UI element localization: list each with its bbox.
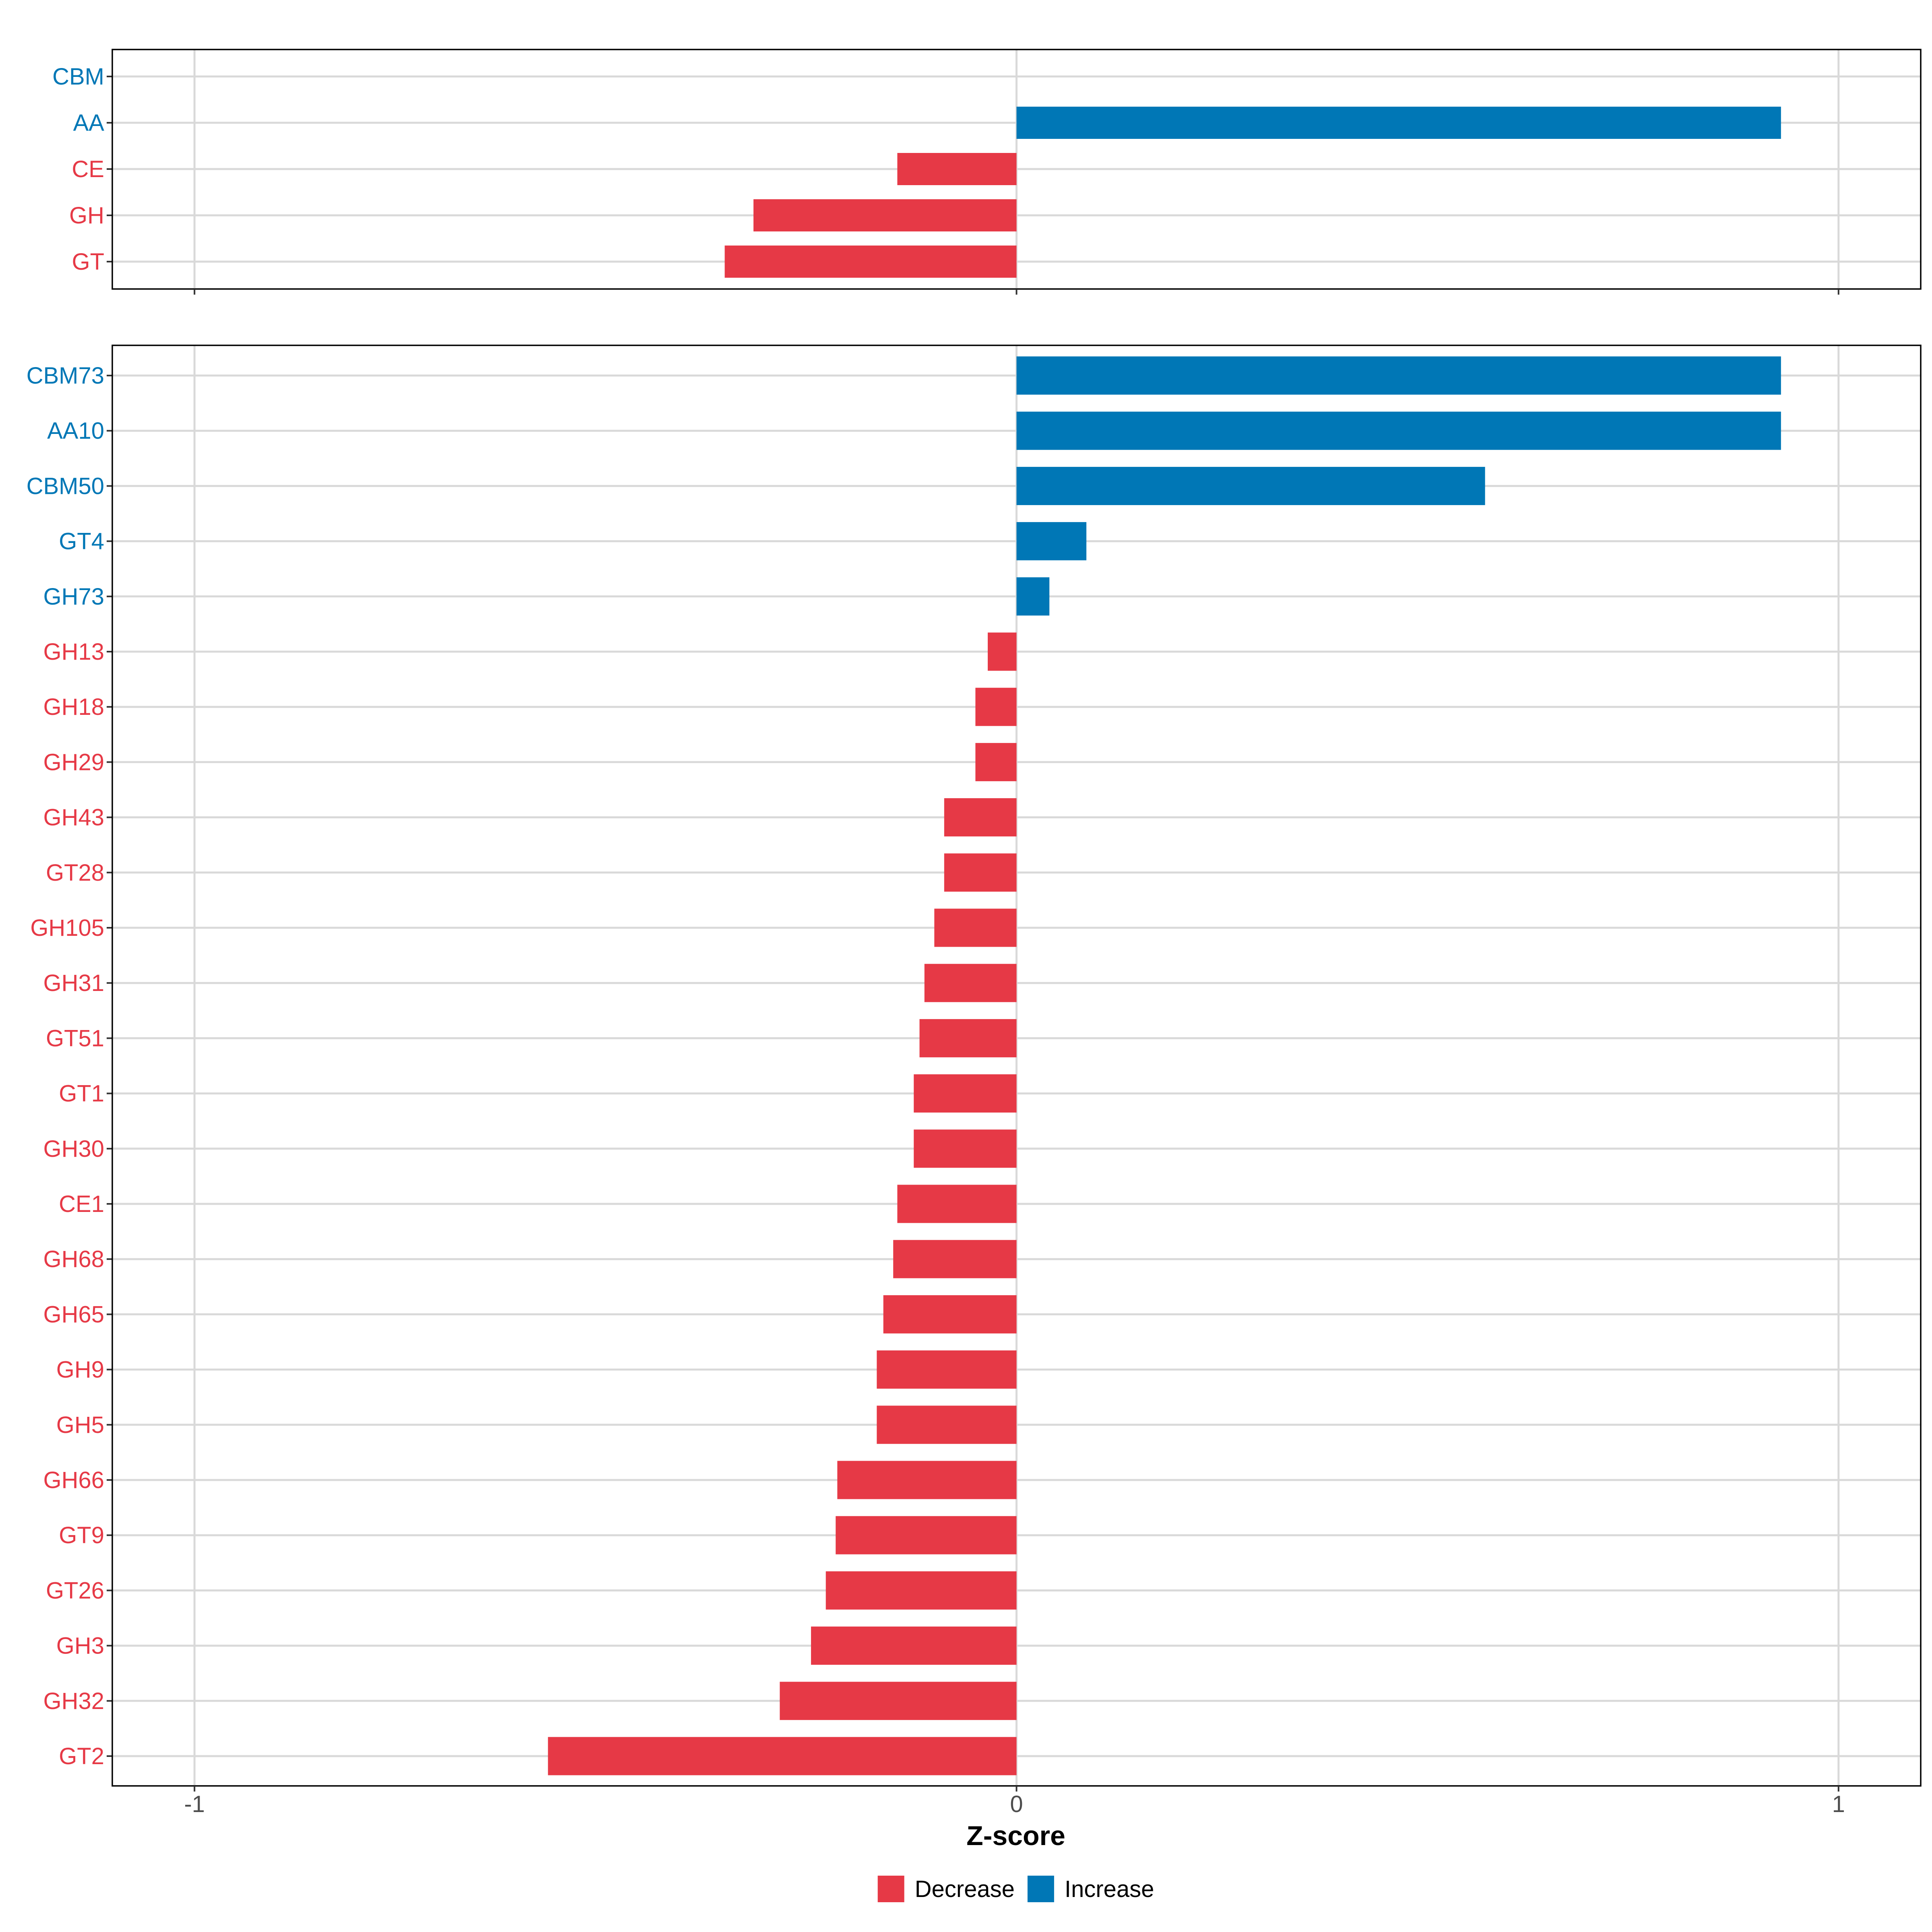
bar-gh18	[975, 687, 1017, 726]
legend-label-decrease: Decrease	[915, 1876, 1015, 1902]
category-label-gh29: GH29	[43, 749, 104, 775]
bar-ce	[897, 153, 1017, 185]
category-label-gh5: GH5	[56, 1412, 104, 1438]
bar-gt51	[919, 1019, 1017, 1057]
category-label-gh9: GH9	[56, 1357, 104, 1383]
bar-gh5	[877, 1406, 1017, 1444]
category-label-ce1: CE1	[59, 1191, 104, 1217]
category-label-gh73: GH73	[43, 584, 104, 610]
bar-gh31	[924, 964, 1017, 1002]
category-label-ce: CE	[72, 156, 104, 182]
bar-gh3	[811, 1627, 1017, 1665]
bar-gt28	[944, 853, 1017, 892]
category-label-gh31: GH31	[43, 970, 104, 996]
legend: Decrease Increase	[877, 1876, 1154, 1902]
bar-gh73	[1016, 577, 1050, 616]
bar-gt26	[826, 1571, 1017, 1610]
bar-aa10	[1016, 411, 1781, 450]
bar-gt4	[1016, 522, 1087, 561]
category-label-gt26: GT26	[46, 1577, 104, 1604]
category-label-gh68: GH68	[43, 1246, 104, 1272]
category-label-gh30: GH30	[43, 1136, 104, 1162]
bar-gt1	[914, 1074, 1017, 1113]
category-label-gt: GT	[72, 249, 104, 275]
category-label-gt4: GT4	[59, 528, 104, 555]
category-label-cbm: CBM	[52, 64, 104, 90]
category-label-gh66: GH66	[43, 1467, 104, 1493]
bar-cbm50	[1016, 466, 1485, 505]
bar-gh105	[934, 908, 1017, 947]
category-label-gh105: GH105	[30, 915, 104, 941]
x-axis: -1 0 1	[184, 1791, 1845, 1817]
bar-gh68	[893, 1240, 1017, 1278]
category-label-gt1: GT1	[59, 1081, 104, 1107]
bar-gt	[724, 246, 1017, 278]
bar-gh13	[988, 632, 1017, 671]
bar-cbm73	[1016, 356, 1781, 395]
legend-swatch-increase	[1027, 1876, 1054, 1902]
legend-swatch-decrease	[877, 1876, 904, 1902]
category-label-gh43: GH43	[43, 805, 104, 831]
bar-gh43	[944, 798, 1017, 837]
top-panel: CBM AA CE GH GT	[52, 49, 1922, 295]
bar-gt9	[836, 1516, 1017, 1554]
category-label-gt9: GT9	[59, 1522, 104, 1548]
category-label-gt51: GT51	[46, 1025, 104, 1051]
bottom-panel: CBM73 AA10 CBM50 GT4 GH73 GH13 GH18 GH29 GH43 GT2…	[27, 345, 1922, 1792]
x-tick-label: -1	[184, 1791, 205, 1817]
category-label-gh3: GH3	[56, 1633, 104, 1659]
category-label-cbm73: CBM73	[27, 363, 104, 389]
x-axis-title: Z-score	[966, 1821, 1065, 1851]
bar-gh32	[780, 1682, 1017, 1720]
category-label-gt2: GT2	[59, 1743, 104, 1769]
category-label-gh18: GH18	[43, 694, 104, 720]
bar-ce1	[897, 1185, 1017, 1223]
bar-gh65	[883, 1295, 1017, 1333]
category-label-gh65: GH65	[43, 1301, 104, 1327]
category-label-gh32: GH32	[43, 1688, 104, 1714]
bar-gt2	[548, 1737, 1017, 1775]
category-label-aa10: AA10	[47, 418, 104, 444]
category-label-gt28: GT28	[46, 860, 104, 886]
legend-label-increase: Increase	[1065, 1876, 1154, 1902]
bar-aa	[1016, 107, 1781, 139]
bar-gh9	[877, 1350, 1017, 1389]
bar-gh29	[975, 743, 1017, 781]
category-label-cbm50: CBM50	[27, 473, 104, 499]
category-label-aa: AA	[73, 110, 105, 136]
bar-gh	[753, 199, 1017, 231]
bar-gh30	[914, 1129, 1017, 1168]
category-label-gh: GH	[69, 202, 104, 229]
category-label-gh13: GH13	[43, 639, 104, 665]
x-tick-label: 0	[1010, 1791, 1023, 1817]
bar-gh66	[837, 1461, 1017, 1499]
x-tick-label: 1	[1832, 1791, 1845, 1817]
